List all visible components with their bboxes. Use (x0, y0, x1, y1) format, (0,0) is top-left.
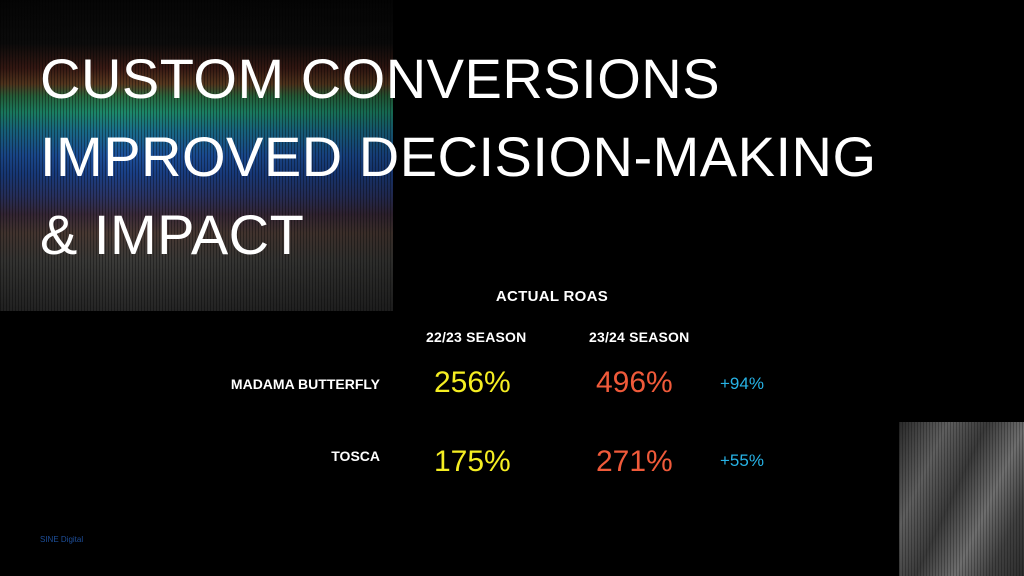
value-22-23: 175% (434, 445, 511, 478)
fabric-texture-image (899, 422, 1024, 576)
footer-brand: SINE Digital (40, 535, 84, 544)
row-label: TOSCA (331, 448, 380, 464)
title-line-3: & IMPACT (40, 203, 305, 266)
title-line-2: IMPROVED DECISION-MAKING (40, 125, 877, 188)
value-23-24: 271% (596, 445, 673, 478)
title-line-1: CUSTOM CONVERSIONS (40, 47, 721, 110)
table-title: ACTUAL ROAS (495, 288, 609, 305)
row-label: MADAMA BUTTERFLY (230, 376, 380, 392)
value-22-23: 256% (434, 366, 511, 399)
slide-title: CUSTOM CONVERSIONS IMPROVED DECISION-MAK… (40, 40, 1000, 274)
column-header-23-24: 23/24 SEASON (589, 329, 690, 345)
glitch-background-image (0, 0, 393, 311)
change-value: +94% (720, 374, 764, 393)
value-23-24: 496% (596, 366, 673, 399)
change-value: +55% (720, 451, 764, 470)
column-header-22-23: 22/23 SEASON (426, 329, 527, 345)
